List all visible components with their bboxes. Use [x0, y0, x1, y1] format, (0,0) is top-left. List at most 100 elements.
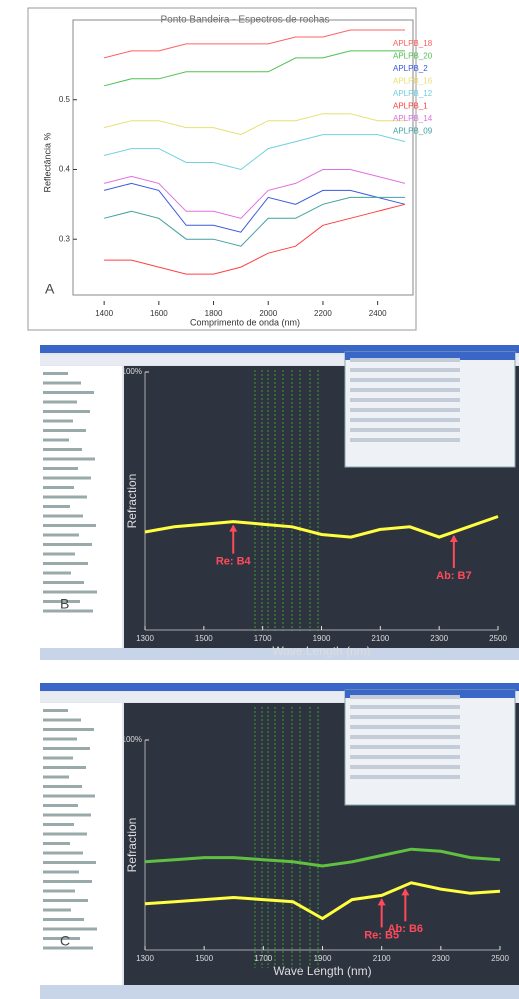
dialog-title-bar	[345, 352, 515, 360]
arrow-head	[449, 534, 458, 542]
legend-entry: APLPB_12	[393, 89, 433, 98]
sidebar-line	[43, 438, 69, 442]
sidebar-line	[43, 785, 82, 788]
series-line	[103, 113, 405, 136]
x-tick-label: 2500	[491, 954, 509, 963]
sidebar-line	[43, 842, 70, 845]
sidebar-line	[43, 737, 77, 741]
sidebar-line	[43, 448, 82, 451]
sidebar-line	[43, 419, 73, 423]
x-tick-label: 2400	[369, 309, 387, 318]
dialog-row	[350, 745, 460, 749]
dialog-row	[350, 755, 460, 759]
y-axis-label: Refraction	[125, 818, 139, 873]
x-tick-label: 1900	[313, 634, 331, 643]
sidebar-line	[43, 590, 97, 594]
sidebar-line	[43, 804, 78, 807]
y-tick-label: 100%	[122, 735, 142, 744]
sidebar-line	[43, 946, 93, 950]
dialog-row	[350, 765, 460, 769]
sidebar-line	[43, 747, 90, 750]
legend-entry: APLPB_20	[393, 52, 433, 61]
x-tick-label: 1700	[254, 634, 272, 643]
sidebar-line	[43, 937, 80, 940]
sidebar-line	[43, 823, 74, 826]
dialog-row	[350, 705, 460, 709]
sidebar-line	[43, 457, 95, 461]
plot-frame	[72, 19, 414, 296]
dialog-row	[350, 408, 460, 412]
series-line	[103, 196, 405, 247]
dialog-row	[350, 715, 460, 719]
y-tick-label: 100%	[122, 367, 142, 376]
x-tick-label: 1900	[314, 954, 332, 963]
dialog-row	[350, 368, 460, 372]
annotation-label: Ab: B7	[436, 570, 471, 582]
decoration	[43, 358, 460, 968]
arrow-head	[401, 888, 410, 896]
series-line	[104, 203, 406, 275]
dialog-row	[350, 428, 460, 432]
sidebar-line	[43, 505, 70, 508]
toolbar	[40, 692, 519, 702]
sidebar-line	[43, 524, 96, 527]
dialog-row	[350, 775, 460, 779]
sidebar-line	[43, 889, 75, 893]
y-axis-label: Reflectância %	[42, 132, 52, 192]
sidebar-line	[43, 728, 94, 731]
sidebar-line	[43, 514, 83, 518]
legend-entry: APLPB_2	[393, 64, 428, 73]
x-axis-label: Wave Length (nm)	[273, 964, 371, 978]
series-line	[103, 29, 405, 59]
x-tick-label: 1500	[195, 634, 213, 643]
sidebar-line	[43, 562, 88, 565]
series-line	[144, 847, 501, 868]
sidebar-line	[43, 899, 88, 902]
sidebar-line	[43, 600, 80, 603]
sidebar-line	[43, 391, 94, 394]
sidebar-line	[43, 775, 69, 779]
x-tick-label: 1300	[136, 954, 154, 963]
x-tick-label: 1300	[136, 634, 154, 643]
sidebar-line	[43, 571, 71, 575]
sidebar-line	[43, 495, 87, 499]
sidebar-line	[43, 476, 91, 480]
y-tick-label: 0.3	[59, 234, 71, 243]
x-tick-label: 2300	[430, 634, 448, 643]
annotation-label: Re: B5	[364, 929, 399, 941]
arrow-head	[377, 898, 386, 906]
sidebar-line	[43, 372, 68, 375]
dialog-row	[350, 418, 460, 422]
x-tick-label: 1600	[150, 309, 168, 318]
title-bar	[40, 345, 519, 353]
sidebar-line	[43, 609, 93, 613]
sidebar-line	[43, 381, 81, 385]
dialog-row	[350, 398, 460, 402]
x-tick-label: 2500	[489, 634, 507, 643]
y-axis-label: Refraction	[125, 474, 139, 529]
dialog-row	[350, 358, 460, 362]
sidebar-line	[43, 533, 79, 537]
x-tick-label: 1800	[205, 309, 223, 318]
sidebar-line	[43, 486, 74, 489]
sidebar-line	[43, 718, 81, 722]
legend-entry: APLPB_18	[393, 39, 433, 48]
x-tick-label: 1400	[95, 309, 113, 318]
arrow-head	[229, 524, 238, 532]
sidebar-line	[43, 832, 87, 836]
x-tick-label: 2000	[259, 309, 277, 318]
sidebar-line	[43, 543, 92, 546]
sidebar-line	[43, 813, 91, 817]
series-line	[144, 881, 501, 921]
dialog-title-bar	[345, 690, 515, 698]
sidebar-line	[43, 410, 90, 413]
sidebar-line	[43, 429, 86, 432]
series-line	[103, 169, 406, 219]
sidebar-line	[43, 861, 96, 864]
y-tick-label: 0.5	[59, 95, 71, 104]
x-tick-label: 2300	[432, 954, 450, 963]
sidebar-line	[43, 851, 83, 855]
sidebar-line	[43, 908, 71, 912]
sidebar-line	[43, 880, 92, 883]
